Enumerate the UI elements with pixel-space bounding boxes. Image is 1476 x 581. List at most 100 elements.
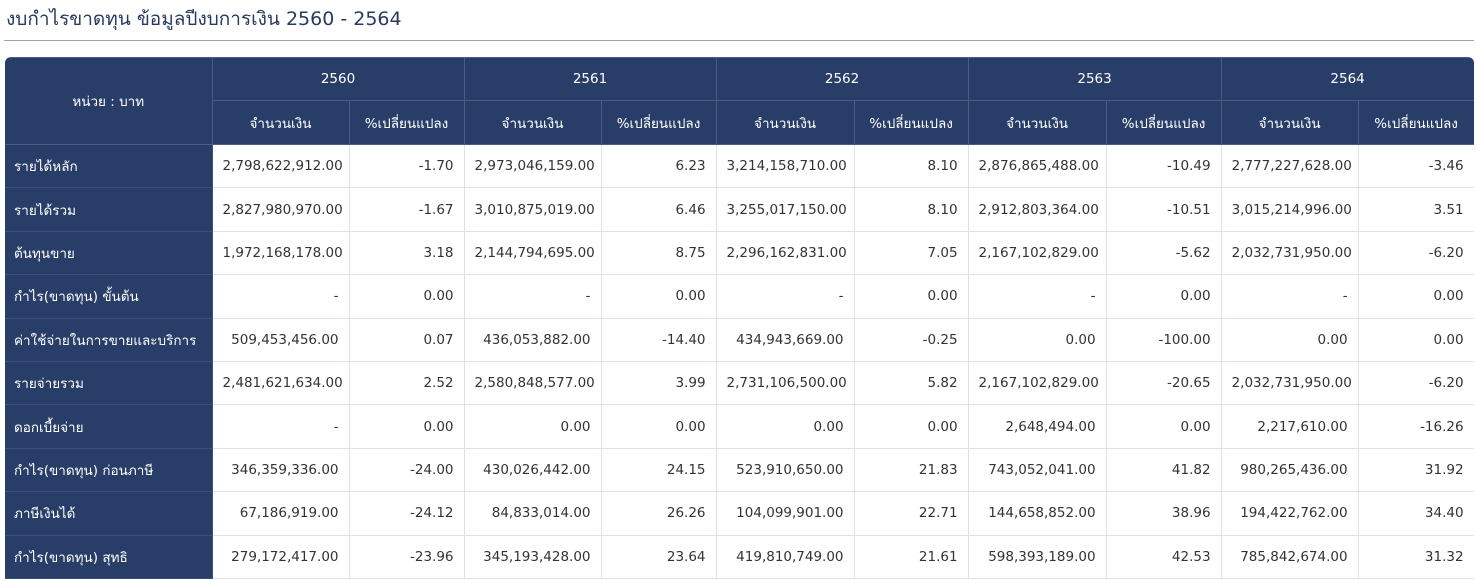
amount-cell: 0.00 — [715, 404, 855, 449]
change-column-header: %เปลี่ยนแปลง — [853, 100, 969, 145]
amount-cell: 3,015,214,996.00 — [1220, 187, 1359, 232]
amount-cell: 3,214,158,710.00 — [715, 143, 855, 189]
amount-cell: 3,010,875,019.00 — [463, 187, 602, 232]
amount-column-header: จำนวนเงิน — [1220, 100, 1359, 145]
amount-cell: 2,648,494.00 — [967, 404, 1107, 449]
amount-cell: 434,943,669.00 — [715, 317, 855, 362]
change-cell: 3.18 — [348, 230, 465, 276]
row-label: ดอกเบี้ยจ่าย — [5, 404, 213, 449]
change-cell: 0.00 — [853, 404, 969, 449]
change-cell: 31.92 — [1357, 447, 1474, 493]
table-row: ดอกเบี้ยจ่าย -0.00 0.00 0.00 0.00 0.00 2,648,4… — [5, 404, 1474, 449]
page-title: งบกำไรขาดทุน ข้อมูลปีงบการเงิน 2560 - 25… — [6, 8, 402, 30]
change-cell: -10.51 — [1105, 187, 1222, 232]
amount-cell: - — [967, 274, 1107, 319]
amount-column-header: จำนวนเงิน — [463, 100, 602, 145]
change-cell: 6.46 — [600, 187, 717, 232]
change-cell: 42.53 — [1105, 534, 1222, 579]
amount-cell: 2,032,731,950.00 — [1220, 360, 1359, 406]
table-row: รายได้รวม 2,827,980,970.00 -1.67 3,010,875,… — [5, 187, 1474, 232]
amount-cell: 2,876,865,488.00 — [967, 143, 1107, 189]
amount-cell: 346,359,336.00 — [211, 447, 350, 493]
change-column-header: %เปลี่ยนแปลง — [600, 100, 717, 145]
change-cell: 0.00 — [348, 404, 465, 449]
change-cell: 5.82 — [853, 360, 969, 406]
table-row: กำไร(ขาดทุน) ก่อนภาษี 346,359,336.00 -24.0… — [5, 447, 1474, 493]
amount-cell: 2,731,106,500.00 — [715, 360, 855, 406]
change-column-header: %เปลี่ยนแปลง — [348, 100, 465, 145]
amount-cell: 345,193,428.00 — [463, 534, 602, 579]
amount-cell: 980,265,436.00 — [1220, 447, 1359, 493]
change-cell: 21.83 — [853, 447, 969, 493]
change-cell: 8.10 — [853, 143, 969, 189]
amount-cell: 743,052,041.00 — [967, 447, 1107, 493]
amount-cell: 84,833,014.00 — [463, 491, 602, 536]
amount-cell: 0.00 — [967, 317, 1107, 362]
row-label: ภาษีเงินได้ — [5, 491, 213, 536]
amount-cell: - — [1220, 274, 1359, 319]
unit-label: หน่วย : บาท — [5, 57, 213, 145]
table-row: รายได้หลัก 2,798,622,912.00 -1.70 2,973,046… — [5, 143, 1474, 189]
title-divider — [4, 40, 1474, 41]
row-label: ค่าใช้จ่ายในการขายและบริการ — [5, 317, 213, 362]
amount-column-header: จำนวนเงิน — [715, 100, 855, 145]
amount-cell: 2,167,102,829.00 — [967, 230, 1107, 276]
change-cell: 0.00 — [1105, 274, 1222, 319]
amount-cell: 2,580,848,577.00 — [463, 360, 602, 406]
row-label: กำไร(ขาดทุน) ก่อนภาษี — [5, 447, 213, 493]
change-cell: 22.71 — [853, 491, 969, 536]
amount-cell: 194,422,762.00 — [1220, 491, 1359, 536]
change-cell: -1.67 — [348, 187, 465, 232]
change-cell: -14.40 — [600, 317, 717, 362]
table-row: ค่าใช้จ่ายในการขายและบริการ 509,453,456.0… — [5, 317, 1474, 362]
change-cell: 41.82 — [1105, 447, 1222, 493]
amount-cell: 2,144,794,695.00 — [463, 230, 602, 276]
amount-cell: - — [463, 274, 602, 319]
change-cell: 24.15 — [600, 447, 717, 493]
change-cell: -100.00 — [1105, 317, 1222, 362]
change-cell: 0.07 — [348, 317, 465, 362]
amount-cell: 104,099,901.00 — [715, 491, 855, 536]
row-label: กำไร(ขาดทุน) ขั้นต้น — [5, 274, 213, 319]
amount-cell: - — [211, 274, 350, 319]
change-cell: 26.26 — [600, 491, 717, 536]
change-cell: -20.65 — [1105, 360, 1222, 406]
table-body: รายได้หลัก 2,798,622,912.00 -1.70 2,973,046… — [5, 143, 1474, 579]
amount-cell: 430,026,442.00 — [463, 447, 602, 493]
change-cell: 6.23 — [600, 143, 717, 189]
change-cell: 0.00 — [600, 404, 717, 449]
change-cell: -6.20 — [1357, 360, 1474, 406]
amount-cell: 509,453,456.00 — [211, 317, 350, 362]
change-cell: 2.52 — [348, 360, 465, 406]
year-header-row: หน่วย : บาท 2560 2561 2562 2563 2564 — [5, 57, 1474, 145]
income-statement-table-wrap: หน่วย : บาท 2560 2561 2562 2563 2564 จำน… — [5, 57, 1474, 581]
change-cell: -3.46 — [1357, 143, 1474, 189]
amount-cell: 2,973,046,159.00 — [463, 143, 602, 189]
amount-cell: 279,172,417.00 — [211, 534, 350, 579]
change-column-header: %เปลี่ยนแปลง — [1105, 100, 1222, 145]
amount-cell: 2,167,102,829.00 — [967, 360, 1107, 406]
amount-cell: 2,217,610.00 — [1220, 404, 1359, 449]
change-cell: 23.64 — [600, 534, 717, 579]
change-cell: 0.00 — [1105, 404, 1222, 449]
change-cell: -0.25 — [853, 317, 969, 362]
amount-cell: 3,255,017,150.00 — [715, 187, 855, 232]
change-cell: -24.00 — [348, 447, 465, 493]
change-cell: 8.75 — [600, 230, 717, 276]
change-cell: -10.49 — [1105, 143, 1222, 189]
amount-cell: 2,912,803,364.00 — [967, 187, 1107, 232]
change-cell: 3.99 — [600, 360, 717, 406]
amount-cell: 598,393,189.00 — [967, 534, 1107, 579]
change-cell: -24.12 — [348, 491, 465, 536]
table-row: ต้นทุนขาย 1,972,168,178.00 3.18 2,144,794,6… — [5, 230, 1474, 276]
amount-cell: 0.00 — [463, 404, 602, 449]
amount-cell: 436,053,882.00 — [463, 317, 602, 362]
year-header: 2563 — [967, 57, 1222, 101]
year-header: 2564 — [1220, 57, 1474, 101]
amount-cell: 2,032,731,950.00 — [1220, 230, 1359, 276]
change-cell: 21.61 — [853, 534, 969, 579]
change-column-header: %เปลี่ยนแปลง — [1357, 100, 1474, 145]
amount-column-header: จำนวนเงิน — [211, 100, 350, 145]
change-cell: -23.96 — [348, 534, 465, 579]
table-row: กำไร(ขาดทุน) สุทธิ 279,172,417.00 -23.96 34… — [5, 534, 1474, 579]
